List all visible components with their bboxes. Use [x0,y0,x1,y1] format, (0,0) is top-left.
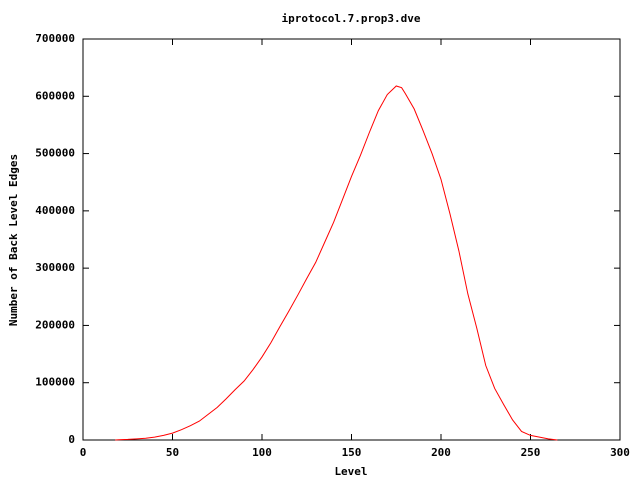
x-tick-label: 100 [252,446,272,459]
y-tick-label: 600000 [35,89,75,102]
y-tick-label: 700000 [35,32,75,45]
x-tick-label: 150 [342,446,362,459]
x-tick-label: 250 [521,446,541,459]
x-axis-label: Level [334,465,367,478]
data-line [115,85,558,441]
y-tick-label: 400000 [35,204,75,217]
x-tick-label: 200 [431,446,451,459]
x-tick-label: 50 [166,446,179,459]
y-tick-label: 200000 [35,318,75,331]
y-tick-label: 500000 [35,147,75,160]
y-tick-label: 100000 [35,376,75,389]
x-tick-label: 0 [80,446,87,459]
y-tick-label: 300000 [35,261,75,274]
y-tick-label: 0 [68,433,75,446]
chart-title: iprotocol.7.prop3.dve [281,12,420,25]
y-axis-label: Number of Back Level Edges [7,154,20,326]
x-tick-label: 300 [610,446,630,459]
